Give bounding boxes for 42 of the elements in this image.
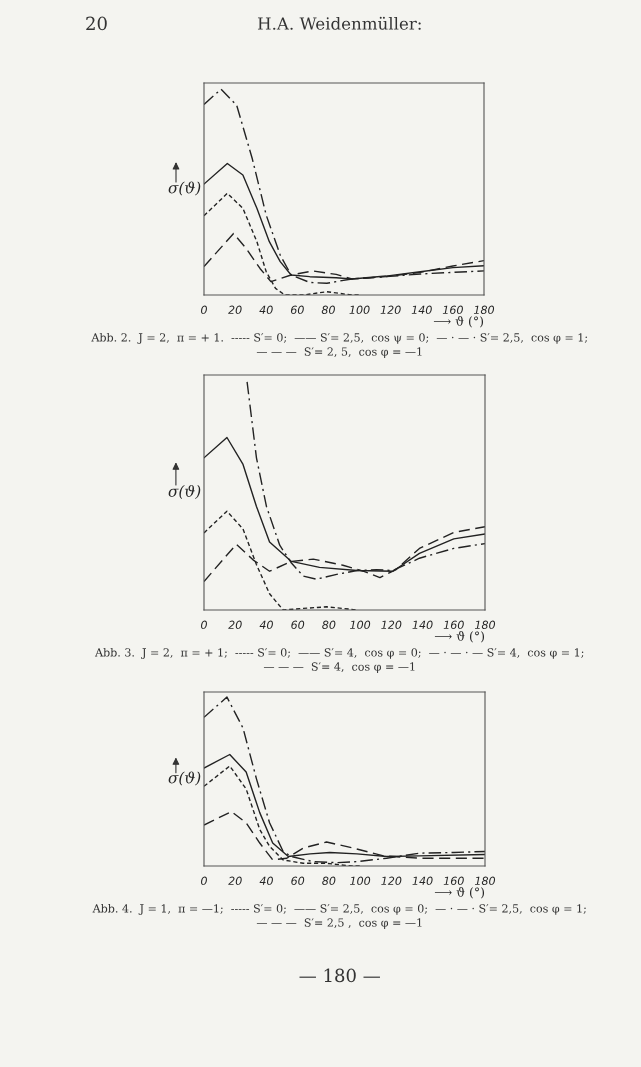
x-tick-label: 20 <box>228 620 242 630</box>
x-tick-label: 180 <box>473 305 495 315</box>
x-tick-label: 60 <box>290 305 304 315</box>
x-tick-label: 80 <box>321 305 335 315</box>
x-tick-label: 40 <box>259 876 273 886</box>
caption: Abb. 3. J = 2, π = + 1; ----- S′= 0; —— S′= 4, cos φ = 0; — · — · — S′= 4, cos φ = 1; — — — S′= 4, cos φ = —1 <box>94 648 584 673</box>
x-tick-label: 80 <box>322 876 336 886</box>
x-tick-label: 60 <box>291 876 305 886</box>
x-tick-label: 140 <box>411 305 432 315</box>
x-axis-title: ⟶ ϑ (°) <box>433 316 484 328</box>
x-tick-label: 180 <box>474 620 496 630</box>
y-axis-title: σ(ϑ) <box>168 484 201 500</box>
x-tick-label: 20 <box>228 876 242 886</box>
x-tick-label: 140 <box>412 876 433 886</box>
x-tick-label: 160 <box>442 305 463 315</box>
x-tick-label: 140 <box>412 620 433 630</box>
x-tick-label: 160 <box>443 876 464 886</box>
caption: Abb. 2. J = 2, π = + 1. ----- S′= 0; —— S′= 2,5, cos ψ = 0; — · — · S′= 2,5, cos φ = 1; — — — S′= 2, 5, cos φ = —1 <box>91 333 587 358</box>
x-tick-label: 40 <box>259 620 273 630</box>
x-tick-label: 20 <box>228 305 242 315</box>
x-tick-label: 160 <box>443 620 464 630</box>
x-tick-label: 80 <box>322 620 336 630</box>
x-tick-label: 100 <box>350 620 371 630</box>
y-axis-title: σ(ϑ) <box>168 771 201 786</box>
x-tick-label: 120 <box>381 620 402 630</box>
text: — 180 — <box>299 968 380 983</box>
x-axis-title: ⟶ ϑ (°) <box>434 887 485 899</box>
x-tick-label: 0 <box>201 305 207 315</box>
text: 20 <box>86 16 107 31</box>
x-tick-label: 120 <box>380 305 401 315</box>
x-tick-label: 60 <box>291 620 305 630</box>
caption: Abb. 4. J = 1, π = —1; ----- S′= 0; —— S′= 2,5, cos φ = 0; — · — · S′= 2,5, cos φ = 1; — — — S′= 2,5 , cos φ = —1 <box>92 904 586 929</box>
x-tick-label: 0 <box>201 620 207 630</box>
x-axis-title: ⟶ ϑ (°) <box>434 631 485 643</box>
x-tick-label: 180 <box>474 876 496 886</box>
x-tick-label: 100 <box>350 876 371 886</box>
x-tick-label: 100 <box>349 305 370 315</box>
x-tick-label: 120 <box>381 876 402 886</box>
text: H.A. Weidenmüller: <box>257 16 421 30</box>
x-tick-label: 0 <box>201 876 207 886</box>
y-axis-title: σ(ϑ) <box>168 181 201 196</box>
x-tick-label: 40 <box>259 305 273 315</box>
